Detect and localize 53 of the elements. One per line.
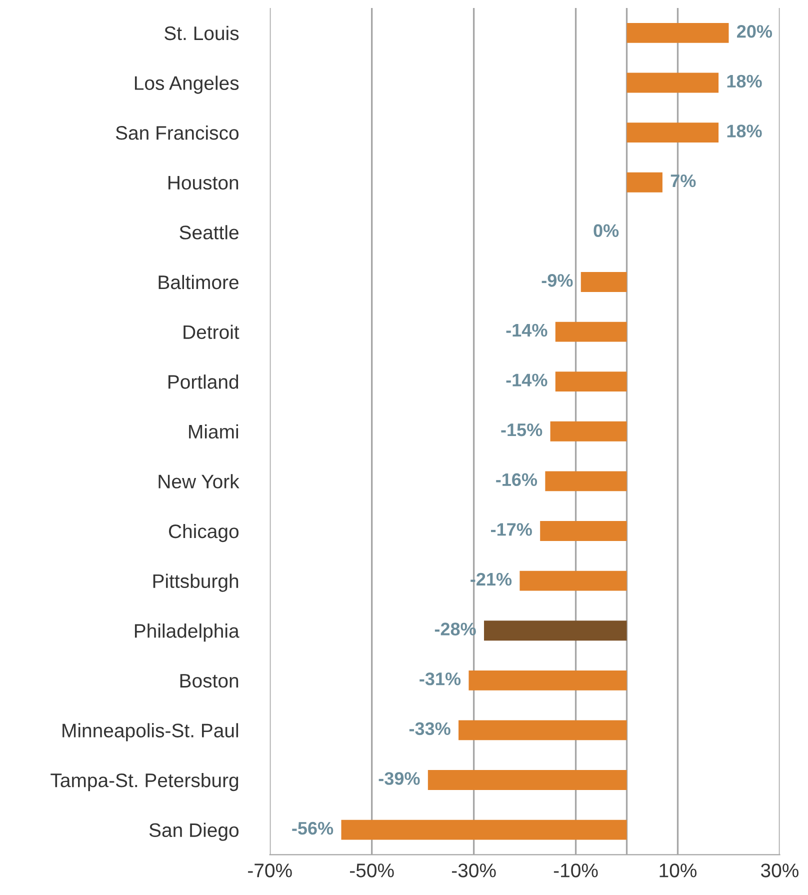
y-tick-label: Chicago bbox=[168, 524, 239, 542]
data-label: 20% bbox=[737, 25, 772, 38]
bar bbox=[580, 272, 627, 292]
bar bbox=[341, 820, 627, 840]
bar bbox=[626, 22, 729, 43]
bar bbox=[626, 72, 719, 93]
bar bbox=[520, 570, 627, 591]
y-tick-label: Seattle bbox=[180, 225, 238, 240]
data-label: -33% bbox=[409, 722, 450, 736]
x-tick-label: -30% bbox=[452, 864, 496, 878]
y-tick-label: St. Louis bbox=[164, 26, 239, 40]
bar bbox=[468, 670, 627, 690]
y-tick-label: Houston bbox=[168, 176, 238, 190]
bar bbox=[626, 122, 719, 143]
bar bbox=[626, 172, 662, 192]
y-tick-label: New York bbox=[158, 474, 240, 488]
data-label: -14% bbox=[506, 324, 548, 337]
data-label: -15% bbox=[501, 423, 542, 436]
data-label: -14% bbox=[506, 374, 548, 386]
data-label: -17% bbox=[491, 523, 532, 536]
y-tick-label: Detroit bbox=[184, 324, 240, 340]
y-tick-label: Miami bbox=[189, 424, 238, 439]
x-tick-label: -10% bbox=[554, 864, 598, 878]
y-tick-label: Pittsburgh bbox=[153, 574, 238, 592]
y-tick-label: Baltimore bbox=[158, 274, 238, 290]
y-tick-label: San Diego bbox=[149, 822, 239, 841]
x-tick-label: 30% bbox=[761, 864, 798, 878]
data-label: -9% bbox=[542, 274, 573, 287]
data-label: -56% bbox=[292, 822, 334, 835]
x-tick-label: 10% bbox=[660, 864, 697, 878]
data-label: 18% bbox=[727, 124, 762, 138]
data-label: -31% bbox=[420, 672, 461, 686]
y-tick-label: Portland bbox=[168, 374, 238, 389]
data-label: 18% bbox=[727, 74, 762, 88]
bar bbox=[428, 770, 627, 790]
bar bbox=[484, 620, 627, 641]
y-tick-label: Los Angeles bbox=[134, 76, 239, 94]
x-tick-label: -50% bbox=[350, 864, 394, 878]
y-tick-label: Tampa-St. Petersburg bbox=[50, 772, 238, 792]
bar bbox=[545, 471, 627, 492]
y-tick-label: Philadelphia bbox=[134, 624, 240, 642]
x-tick-label: -70% bbox=[248, 864, 292, 878]
data-label: 0% bbox=[594, 224, 619, 238]
y-tick-label: Minneapolis-St. Paul bbox=[62, 723, 238, 742]
data-label: -16% bbox=[496, 473, 538, 486]
bar bbox=[555, 372, 627, 392]
y-tick-label: San Francisco bbox=[116, 126, 239, 140]
bar bbox=[458, 720, 627, 740]
bar bbox=[555, 322, 627, 342]
y-tick-label: Boston bbox=[180, 674, 238, 688]
bar bbox=[540, 521, 627, 541]
bar bbox=[550, 421, 627, 442]
data-label: -39% bbox=[378, 772, 420, 785]
